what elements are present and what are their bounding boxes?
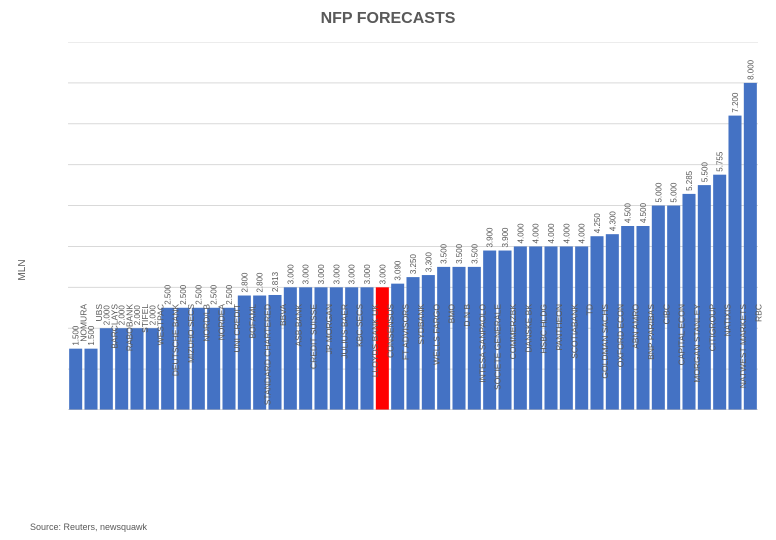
bar-value-label: 3.090 bbox=[394, 260, 403, 281]
bar-value-label: 5.000 bbox=[654, 182, 663, 203]
bar-value-label: 3.500 bbox=[455, 243, 464, 264]
bar-value-label: 3.000 bbox=[363, 264, 372, 285]
x-tick-label: ABN AMRO bbox=[631, 304, 641, 414]
x-tick-label: NOMURA bbox=[79, 304, 89, 414]
x-tick-label: BARCLAYS bbox=[109, 304, 119, 414]
bar-value-label: 3.500 bbox=[440, 243, 449, 264]
bar-value-label: 7.200 bbox=[731, 92, 740, 113]
x-tick-label: CIBC bbox=[661, 304, 671, 414]
x-tick-label: UBS bbox=[94, 304, 104, 414]
x-tick-label: KBC SECS bbox=[355, 304, 365, 414]
bar-value-label: 3.250 bbox=[409, 254, 418, 275]
bar-value-label: 3.000 bbox=[317, 264, 326, 285]
bar-value-label: 2.800 bbox=[240, 272, 249, 293]
x-tick-label: WELLS FARGO bbox=[431, 304, 441, 414]
x-tick-label: BBVA bbox=[278, 304, 288, 414]
x-tick-label: BMO bbox=[447, 304, 457, 414]
bar-value-label: 2.500 bbox=[210, 284, 219, 305]
x-tick-label: MORGAN STANLEY bbox=[692, 304, 702, 414]
bar-value-label: 8.000 bbox=[746, 59, 755, 80]
x-tick-label: JP MORGAN bbox=[324, 304, 334, 414]
x-tick-label: CAPITAL ECON bbox=[677, 304, 687, 414]
chart-title: NFP FORECASTS bbox=[0, 10, 776, 28]
x-tick-label: HSBC HLDG bbox=[539, 304, 549, 414]
x-tick-label: RBC bbox=[753, 304, 763, 414]
x-tick-label: INTESA SANPAOLO bbox=[477, 304, 487, 414]
x-tick-label: NORD/LB bbox=[201, 304, 211, 414]
bar-value-label: 3.000 bbox=[348, 264, 357, 285]
bar-value-label: 4.000 bbox=[532, 223, 541, 244]
x-tick-label: NATWEST MARKETS bbox=[738, 304, 748, 414]
bar-value-label: 4.000 bbox=[578, 223, 587, 244]
x-axis-labels: NOMURAUBSBARCLAYSRABOBANKSTIFELWESTPACDE… bbox=[68, 410, 758, 540]
x-tick-label: SOCIETE GENERALE bbox=[493, 304, 503, 414]
source-text: Source: Reuters, newsquawk bbox=[30, 522, 147, 532]
bar-value-label: 2.500 bbox=[194, 284, 203, 305]
x-tick-label: COMMERZBK bbox=[508, 304, 518, 414]
x-tick-label: MIZUHO SECS bbox=[186, 304, 196, 414]
bar-value-label: 3.000 bbox=[332, 264, 341, 285]
x-tick-label: STANDARD CHARTERED bbox=[263, 304, 273, 414]
x-tick-label: CREDIT SUISSE bbox=[309, 304, 319, 414]
x-tick-label: OXFORD ECON bbox=[615, 304, 625, 414]
bar-value-label: 3.000 bbox=[302, 264, 311, 285]
x-tick-label: JULIUS BAER bbox=[339, 304, 349, 414]
x-tick-label: CITIGROUP bbox=[707, 304, 717, 414]
bar-value-label: 4.500 bbox=[624, 202, 633, 223]
x-tick-label: UNI CREDIT bbox=[232, 304, 242, 414]
x-tick-label: BNP PARIBAS bbox=[646, 304, 656, 414]
bar-value-label: 4.500 bbox=[639, 202, 648, 223]
x-tick-label: D N B bbox=[462, 304, 472, 414]
x-tick-label: SCOTIABANK bbox=[569, 304, 579, 414]
chart-container: NFP FORECASTS MLN 0.0001.0002.0003.0004.… bbox=[0, 0, 776, 540]
bar-value-label: 5.755 bbox=[716, 151, 725, 172]
bar-value-label: 2.813 bbox=[271, 271, 280, 292]
bar-value-label: 3.900 bbox=[501, 227, 510, 248]
bar-value-label: 4.000 bbox=[547, 223, 556, 244]
x-tick-label: DANSKE BK bbox=[523, 304, 533, 414]
bar-value-label: 2.500 bbox=[225, 284, 234, 305]
x-tick-label: FT ADVISORS bbox=[401, 304, 411, 414]
bar-value-label: 4.000 bbox=[516, 223, 525, 244]
bar-value-label: 3.000 bbox=[378, 264, 387, 285]
bar-value-label: 3.500 bbox=[470, 243, 479, 264]
x-tick-label: TD bbox=[585, 304, 595, 414]
x-tick-label: WESTPAC bbox=[155, 304, 165, 414]
bar-value-label: 2.500 bbox=[179, 284, 188, 305]
x-tick-label: CONSENSUS bbox=[385, 304, 395, 414]
x-tick-label: DEUTSCHE BANK bbox=[171, 304, 181, 414]
x-tick-label: GOLDMAN SACHS bbox=[600, 304, 610, 414]
bar-value-label: 5.285 bbox=[685, 170, 694, 191]
bar-value-label: 3.900 bbox=[486, 227, 495, 248]
x-tick-label: PANTHEON bbox=[554, 304, 564, 414]
bar-value-label: 4.000 bbox=[562, 223, 571, 244]
x-tick-label: BOFAML bbox=[247, 304, 257, 414]
bar-value-label: 2.800 bbox=[256, 272, 265, 293]
bar-value-label: 3.300 bbox=[424, 251, 433, 272]
x-tick-label: RABOBANK bbox=[125, 304, 135, 414]
x-tick-label: ASB BANK bbox=[293, 304, 303, 414]
bar-value-label: 5.500 bbox=[700, 162, 709, 183]
y-axis-label: MLN bbox=[17, 259, 28, 280]
x-tick-label: STIFEL bbox=[140, 304, 150, 414]
bar-value-label: 5.000 bbox=[670, 182, 679, 203]
bar-value-label: 2.500 bbox=[164, 284, 173, 305]
bar-value-label: 4.250 bbox=[593, 213, 602, 234]
bar-value-label: 3.000 bbox=[286, 264, 295, 285]
x-tick-label: LLOYDS BANK UK bbox=[370, 304, 380, 414]
x-tick-label: NORDEA bbox=[217, 304, 227, 414]
bar-value-label: 4.300 bbox=[608, 211, 617, 232]
x-tick-label: SYDBANK bbox=[416, 304, 426, 414]
x-tick-label: NATIXIS bbox=[723, 304, 733, 414]
